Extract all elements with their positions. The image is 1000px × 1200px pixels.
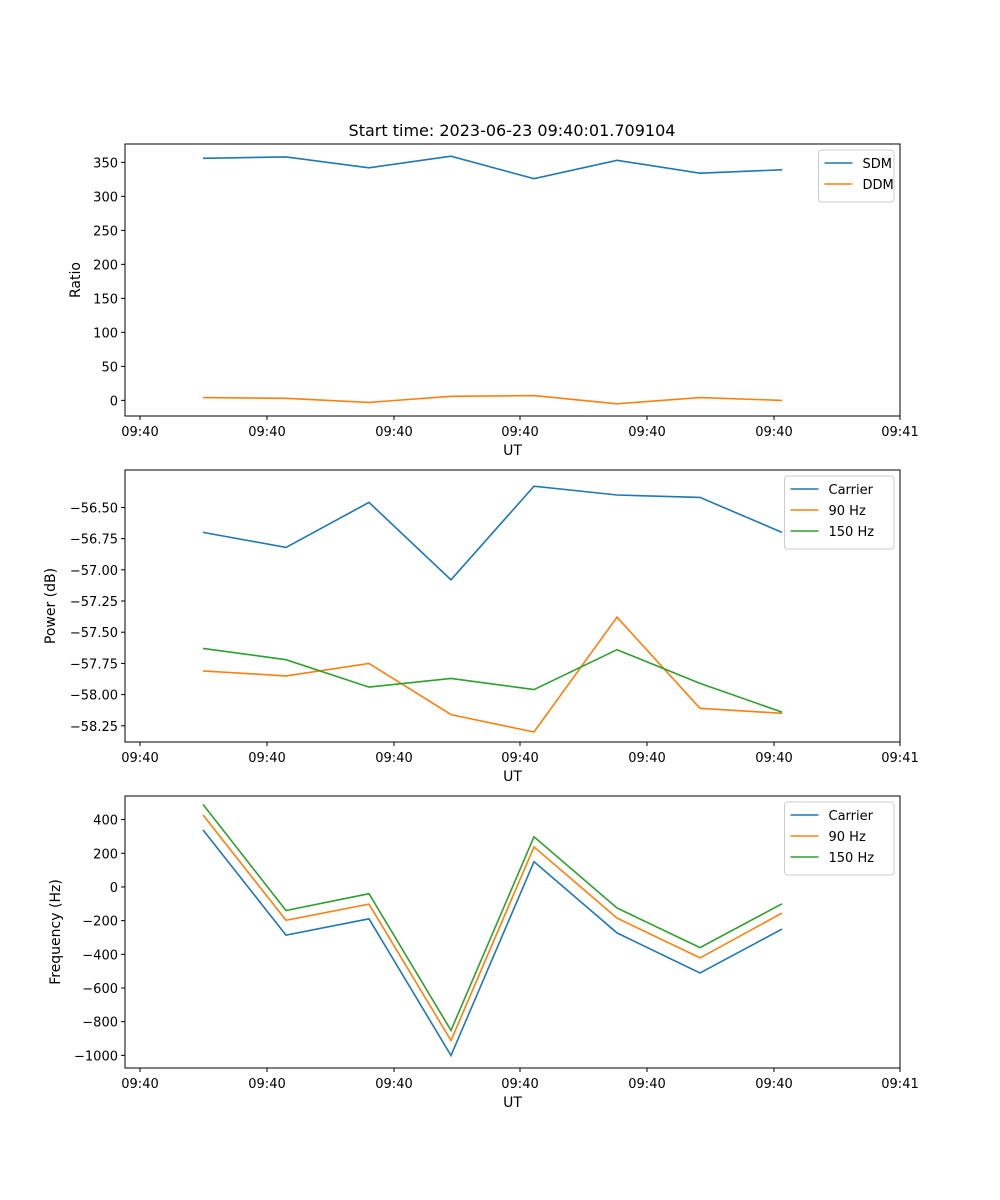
plot-frame xyxy=(124,143,901,417)
series-line-ddm xyxy=(202,394,783,405)
x-tick-label: 09:40 xyxy=(375,425,412,440)
y-axis-label: Frequency (Hz) xyxy=(48,879,64,985)
y-tick-label: −57.75 xyxy=(70,657,118,672)
y-tick-label: −57.00 xyxy=(70,564,118,579)
y-tick-label: −600 xyxy=(82,982,118,997)
y-tick-label: 200 xyxy=(93,847,118,862)
y-tick-label: 200 xyxy=(93,258,118,273)
series-line-150-hz xyxy=(202,647,783,713)
y-tick-label: 250 xyxy=(93,224,118,239)
legend-label: DDM xyxy=(863,178,894,193)
x-axis-label: UT xyxy=(503,1095,522,1111)
x-tick-label: 09:40 xyxy=(501,751,538,766)
y-tick-label: −57.50 xyxy=(70,626,118,641)
y-tick-label: 350 xyxy=(93,156,118,171)
plot-frame xyxy=(124,795,901,1069)
y-tick-label: −56.50 xyxy=(70,501,118,516)
series-line-90-hz xyxy=(202,814,783,1043)
y-tick-label: 300 xyxy=(93,190,118,205)
legend-label: 90 Hz xyxy=(829,830,866,845)
legend-label: SDM xyxy=(863,157,892,172)
y-tick-label: 0 xyxy=(110,394,118,409)
y-tick-label: 0 xyxy=(110,881,118,896)
x-axis-label: UT xyxy=(503,443,522,459)
x-axis-label: UT xyxy=(503,769,522,785)
legend: Carrier 90 Hz 150 Hz xyxy=(784,801,895,876)
series-line-sdm xyxy=(202,155,783,180)
chart-panel-2: −56.50 −56.75 −57.00 −57.25 −57.50 −57.75 −58.… xyxy=(43,469,919,785)
legend-label: 90 Hz xyxy=(829,504,866,519)
series-line-90-hz xyxy=(202,615,783,733)
x-tick-label: 09:41 xyxy=(881,425,918,440)
y-tick-label: 150 xyxy=(93,292,118,307)
x-tick-label: 09:40 xyxy=(628,1077,665,1092)
x-tick-label: 09:40 xyxy=(121,751,158,766)
y-tick-label: −1000 xyxy=(74,1049,118,1064)
x-tick-label: 09:40 xyxy=(501,1077,538,1092)
y-tick-label: −800 xyxy=(82,1016,118,1031)
y-tick-label: −56.75 xyxy=(70,533,118,548)
series-line-carrier xyxy=(202,829,783,1058)
y-tick-label: −57.25 xyxy=(70,595,118,610)
x-tick-label: 09:40 xyxy=(755,1077,792,1092)
chart-panel-1: 0 50 100 150 200 250 300 350 09:40 09:40 09:40 09:4… xyxy=(68,143,919,459)
y-tick-label: 50 xyxy=(101,360,118,375)
y-tick-label: −58.25 xyxy=(70,720,118,735)
y-tick-label: 400 xyxy=(93,814,118,829)
x-tick-label: 09:40 xyxy=(248,425,285,440)
x-tick-label: 09:40 xyxy=(628,751,665,766)
series-line-carrier xyxy=(202,485,783,581)
y-tick-label: −200 xyxy=(82,915,118,930)
y-axis-label: Power (dB) xyxy=(43,568,59,644)
series-line-150-hz xyxy=(202,803,783,1033)
legend-label: 150 Hz xyxy=(829,525,875,540)
figure-title: Start time: 2023-06-23 09:40:01.709104 xyxy=(349,121,676,140)
plot-frame xyxy=(124,469,901,743)
y-tick-label: −58.00 xyxy=(70,689,118,704)
x-tick-label: 09:40 xyxy=(375,1077,412,1092)
x-tick-label: 09:40 xyxy=(501,425,538,440)
x-tick-label: 09:40 xyxy=(121,425,158,440)
x-tick-label: 09:40 xyxy=(248,1077,285,1092)
x-tick-label: 09:40 xyxy=(755,751,792,766)
panels: 0 50 100 150 200 250 300 350 09:40 09:40 09:40 09:4… xyxy=(43,143,919,1111)
x-tick-label: 09:41 xyxy=(881,1077,918,1092)
x-tick-label: 09:40 xyxy=(628,425,665,440)
x-tick-label: 09:41 xyxy=(881,751,918,766)
y-axis-label: Ratio xyxy=(68,262,84,298)
y-tick-label: 100 xyxy=(93,326,118,341)
x-tick-label: 09:40 xyxy=(755,425,792,440)
legend-label: Carrier xyxy=(829,809,874,824)
legend: SDM DDM xyxy=(818,149,895,203)
legend: Carrier 90 Hz 150 Hz xyxy=(784,475,895,550)
x-tick-label: 09:40 xyxy=(121,1077,158,1092)
legend-label: Carrier xyxy=(829,483,874,498)
y-tick-label: −400 xyxy=(82,948,118,963)
x-tick-label: 09:40 xyxy=(375,751,412,766)
legend-label: 150 Hz xyxy=(829,851,875,866)
x-tick-label: 09:40 xyxy=(248,751,285,766)
